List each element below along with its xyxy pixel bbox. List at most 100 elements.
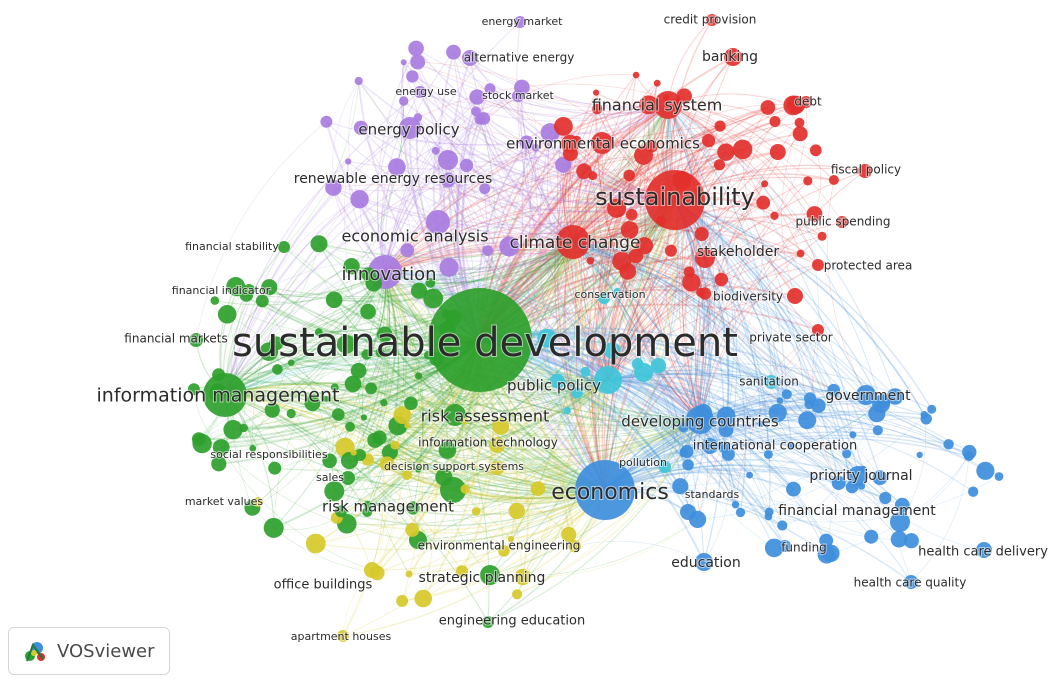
node[interactable] — [849, 431, 857, 439]
node[interactable] — [365, 382, 377, 395]
node[interactable] — [344, 375, 362, 393]
node[interactable] — [415, 372, 423, 380]
node[interactable] — [794, 117, 805, 128]
label-information-management[interactable]: information management — [96, 384, 341, 408]
node[interactable] — [717, 441, 730, 453]
label-social-responsibilities[interactable]: social responsibilities — [209, 447, 328, 462]
label-banking[interactable]: banking — [701, 48, 759, 66]
node[interactable] — [683, 266, 695, 278]
node[interactable] — [465, 340, 473, 347]
node[interactable] — [305, 533, 326, 554]
node[interactable] — [334, 505, 347, 518]
node-standards[interactable] — [680, 504, 696, 520]
node-health-care-quality[interactable] — [904, 575, 918, 589]
node[interactable] — [868, 405, 886, 423]
node[interactable] — [679, 448, 688, 458]
node[interactable] — [286, 408, 296, 419]
node[interactable] — [714, 120, 726, 132]
label-sustainable-development[interactable]: sustainable development — [231, 319, 739, 367]
node[interactable] — [388, 158, 406, 176]
label-innovation[interactable]: innovation — [341, 263, 438, 286]
label-developing-countries[interactable]: developing countries — [620, 412, 780, 432]
label-financial-markets[interactable]: financial markets — [123, 331, 228, 347]
label-sustainability[interactable]: sustainability — [594, 182, 756, 212]
node[interactable] — [492, 418, 510, 435]
node[interactable] — [809, 144, 822, 157]
node[interactable] — [876, 394, 891, 409]
node[interactable] — [872, 470, 888, 485]
node[interactable] — [375, 348, 385, 358]
node[interactable] — [792, 126, 808, 142]
node[interactable] — [761, 180, 769, 188]
node[interactable] — [831, 476, 846, 490]
label-engineering-education[interactable]: engineering education — [438, 613, 586, 630]
label-credit-provision[interactable]: credit provision — [663, 12, 758, 28]
node[interactable] — [656, 215, 667, 226]
node[interactable] — [263, 517, 284, 538]
node[interactable] — [404, 396, 418, 411]
label-environmental-engineering[interactable]: environmental engineering — [417, 538, 582, 554]
node[interactable] — [350, 190, 369, 209]
node-social-responsibilities[interactable] — [354, 449, 366, 461]
node-fiscal-policy[interactable] — [858, 164, 872, 178]
node[interactable] — [920, 411, 929, 419]
label-financial-system[interactable]: financial system — [591, 95, 724, 116]
node[interactable] — [304, 395, 321, 412]
node[interactable] — [625, 208, 638, 221]
node[interactable] — [623, 169, 635, 182]
node[interactable] — [827, 383, 841, 397]
node[interactable] — [439, 321, 456, 338]
node-sanitation[interactable] — [764, 375, 778, 389]
label-private-sector[interactable]: private sector — [748, 330, 834, 346]
node[interactable] — [479, 183, 491, 195]
node[interactable] — [653, 79, 661, 87]
node[interactable] — [209, 385, 226, 402]
node[interactable] — [404, 422, 411, 429]
node[interactable] — [322, 453, 337, 469]
node[interactable] — [714, 272, 729, 287]
node[interactable] — [361, 267, 376, 282]
node[interactable] — [414, 589, 433, 608]
node[interactable] — [632, 71, 640, 79]
node[interactable] — [586, 257, 595, 265]
node[interactable] — [788, 442, 795, 449]
node-stakeholder[interactable] — [695, 248, 715, 268]
node[interactable] — [531, 143, 540, 152]
node[interactable] — [695, 403, 712, 421]
node[interactable] — [588, 171, 598, 181]
node[interactable] — [694, 227, 709, 242]
node[interactable] — [425, 278, 436, 288]
node[interactable] — [591, 103, 603, 115]
node-environmental-economics[interactable] — [591, 132, 613, 154]
node[interactable] — [363, 500, 372, 509]
node[interactable] — [631, 358, 644, 370]
label-alternative-energy[interactable]: alternative energy — [463, 50, 576, 66]
node[interactable] — [400, 243, 415, 257]
node[interactable] — [845, 480, 859, 494]
node[interactable] — [571, 387, 583, 399]
node[interactable] — [571, 135, 582, 146]
label-energy-use[interactable]: energy use — [394, 84, 458, 99]
node[interactable] — [760, 100, 776, 115]
label-risk-management[interactable]: risk management — [321, 497, 455, 517]
node[interactable] — [323, 395, 330, 402]
node[interactable] — [682, 273, 701, 292]
node[interactable] — [604, 342, 621, 359]
node[interactable] — [927, 404, 937, 414]
node[interactable] — [859, 465, 867, 474]
node[interactable] — [580, 366, 591, 377]
node[interactable] — [310, 235, 328, 253]
node[interactable] — [650, 357, 667, 374]
node[interactable] — [763, 449, 773, 459]
node[interactable] — [405, 570, 413, 578]
node[interactable] — [717, 143, 735, 161]
node[interactable] — [717, 406, 736, 425]
node[interactable] — [435, 468, 453, 486]
node[interactable] — [620, 221, 639, 239]
node[interactable] — [471, 507, 481, 516]
node[interactable] — [731, 501, 740, 509]
label-international-cooperation[interactable]: international cooperation — [692, 438, 858, 455]
node[interactable] — [362, 507, 373, 517]
node-debt[interactable] — [800, 96, 812, 108]
node[interactable] — [264, 402, 280, 418]
